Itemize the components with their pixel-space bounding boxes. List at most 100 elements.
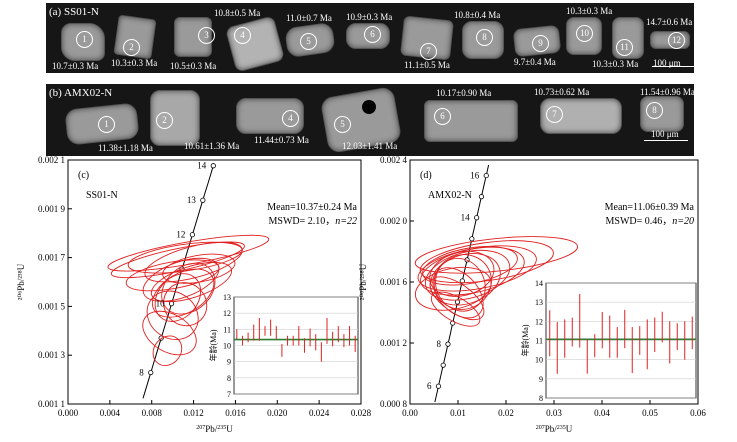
chart2-xtick-label: 0.05 <box>642 408 658 418</box>
grain-b4 <box>236 98 304 134</box>
chart2-error-ellipse <box>430 291 481 327</box>
chart2-age-marker <box>440 362 446 368</box>
chart2-error-ellipse <box>424 249 511 301</box>
chart1-error-ellipse <box>144 241 243 283</box>
chart1-error-ellipse <box>152 335 183 366</box>
chart1-age-marker <box>148 369 154 376</box>
chart1-sample-label: SS01-N <box>86 190 118 201</box>
panel-b-label: (b) AMX02-N <box>49 87 113 99</box>
chart2-inset-ytick-label: 13 <box>535 298 543 307</box>
age-a3: 10.5±0.3 Ma <box>170 61 217 71</box>
chart1-xtick-label: 0.008 <box>142 408 163 418</box>
chart2-mean-text: Mean=11.06±0.39 Ma <box>605 202 695 213</box>
spot-a10: 10 <box>576 25 593 42</box>
chart1-ytick-label: 0.001 3 <box>38 350 66 360</box>
chart1-xtick-label: 0.028 <box>351 408 372 418</box>
chart2-age-marker <box>445 341 451 347</box>
chart2-age-marker <box>469 236 475 242</box>
spot-a11: 11 <box>616 39 633 56</box>
scale-a: 100 μm <box>653 58 681 68</box>
chart2-inset-ytick-label: 8 <box>539 394 543 403</box>
chart1-xtick-label: 0.000 <box>58 408 79 418</box>
chart1-concordia-label: 13 <box>187 195 197 205</box>
chart2-error-ellipse <box>420 246 525 296</box>
chart2-xtick-label: 0.06 <box>690 408 706 418</box>
chart2-age-marker <box>483 172 489 179</box>
panel-a-label: (a) SS01-N <box>49 6 99 18</box>
chart1-inset-ytick-label: 9 <box>227 358 231 367</box>
chart1-xtick-label: 0.004 <box>100 408 121 418</box>
chart2-age-marker <box>435 383 442 389</box>
chart1-error-ellipse <box>146 290 199 340</box>
chart2-age-marker <box>474 215 480 221</box>
spot-b7: 7 <box>546 106 563 123</box>
age-a9: 9.7±0.4 Ma <box>514 57 556 67</box>
scalebar-a <box>652 66 696 67</box>
chart2-mswd-text: MSWD= 0.46，n=20 <box>605 216 694 227</box>
age-a8: 10.8±0.4 Ma <box>454 10 501 20</box>
chart2-inset-ylabel: 年龄(Ma) <box>520 324 530 356</box>
chart1-error-ellipse <box>162 253 236 284</box>
chart2-concordia-label: 14 <box>461 213 471 223</box>
chart1-error-ellipse <box>125 259 220 292</box>
chart1-error-ellipse <box>142 310 197 356</box>
inclusion-b5 <box>362 100 376 114</box>
age-a2: 10.3±0.3 Ma <box>111 58 158 68</box>
chart1-frame <box>67 159 362 405</box>
chart2-concordia-label: 6 <box>427 381 432 391</box>
spot-a2: 2 <box>123 39 140 56</box>
chart2-ytick-label: 0.002 4 <box>380 155 408 165</box>
chart1-concordia-label: 8 <box>139 368 144 378</box>
age-a11: 10.3±0.3 Ma <box>592 59 639 69</box>
chart1-error-ellipse <box>110 241 245 279</box>
chart2-xlabel: 207Pb/235U <box>536 424 573 434</box>
chart1-inset-ytick-label: 13 <box>223 293 231 302</box>
chart1-inset-ytick-label: 10 <box>223 342 231 351</box>
chart2-inset-ytick-label: 10 <box>535 356 543 365</box>
chart1-age-marker <box>168 301 175 307</box>
chart1-xlabel: 207Pb/235U <box>196 424 233 434</box>
chart2-inset-ytick-label: 11 <box>535 337 543 346</box>
age-b4: 11.44±0.73 Ma <box>254 135 309 145</box>
chart2-inset-ytick-label: 14 <box>535 279 543 288</box>
age-a12: 14.7±0.6 Ma <box>646 17 693 27</box>
age-b7: 10.73±0.62 Ma <box>534 87 590 97</box>
chart1-concordia-label: 14 <box>197 161 207 171</box>
chart1-error-ellipse <box>163 282 208 327</box>
chart1-xtick-label: 0.024 <box>309 408 330 418</box>
chart1-age-marker <box>189 232 196 238</box>
spot-a6: 6 <box>364 26 381 43</box>
spot-a3: 3 <box>198 27 215 44</box>
age-b2: 10.61±1.36 Ma <box>184 141 240 151</box>
chart2-xtick-label: 0.00 <box>402 408 418 418</box>
scale-b: 100 μm <box>651 129 679 139</box>
chart1-error-ellipse <box>150 261 233 303</box>
chart2-concordia-label: 16 <box>470 171 480 181</box>
scalebar-b <box>644 140 688 141</box>
chart2-ytick-label: 0.002 0 <box>380 216 408 226</box>
chart2-concordia-curve <box>434 164 490 403</box>
chart2-error-ellipse <box>414 266 492 311</box>
chart1-ytick-label: 0.001 9 <box>38 204 66 214</box>
chart1-mean-text: Mean=10.37±0.24 Ma <box>267 202 357 213</box>
spot-a7: 7 <box>420 43 437 60</box>
chart1-ylabel: ²⁰⁶Pb/²³⁸U <box>16 263 26 300</box>
cl-image-panel-a: (a) SS01-N 1 10.7±0.3 Ma 2 10.3±0.3 Ma 3… <box>46 3 694 73</box>
chart2-ylabel: ²⁰⁶Pb/²³⁸U <box>358 263 368 300</box>
age-a7: 11.1±0.5 Ma <box>404 60 450 70</box>
spot-b8: 8 <box>646 102 663 119</box>
chart1-error-ellipse <box>154 273 202 322</box>
chart1-ytick-label: 0.002 1 <box>38 155 65 165</box>
spot-a5: 5 <box>300 33 317 50</box>
chart1-panel-label: (c) <box>78 170 89 181</box>
age-b6: 10.17±0.90 Ma <box>436 88 492 98</box>
spot-a1: 1 <box>76 31 93 48</box>
spot-b2: 2 <box>156 112 173 129</box>
spot-b1: 1 <box>98 116 115 133</box>
spot-a12: 12 <box>668 32 685 49</box>
chart2-age-marker <box>478 194 485 200</box>
chart2-inset-ytick-label: 12 <box>535 317 543 326</box>
chart2-xtick-label: 0.04 <box>594 408 610 418</box>
chart1-xtick-label: 0.016 <box>225 408 246 418</box>
chart1-inset-ylabel: 年龄(Ma) <box>208 329 218 361</box>
